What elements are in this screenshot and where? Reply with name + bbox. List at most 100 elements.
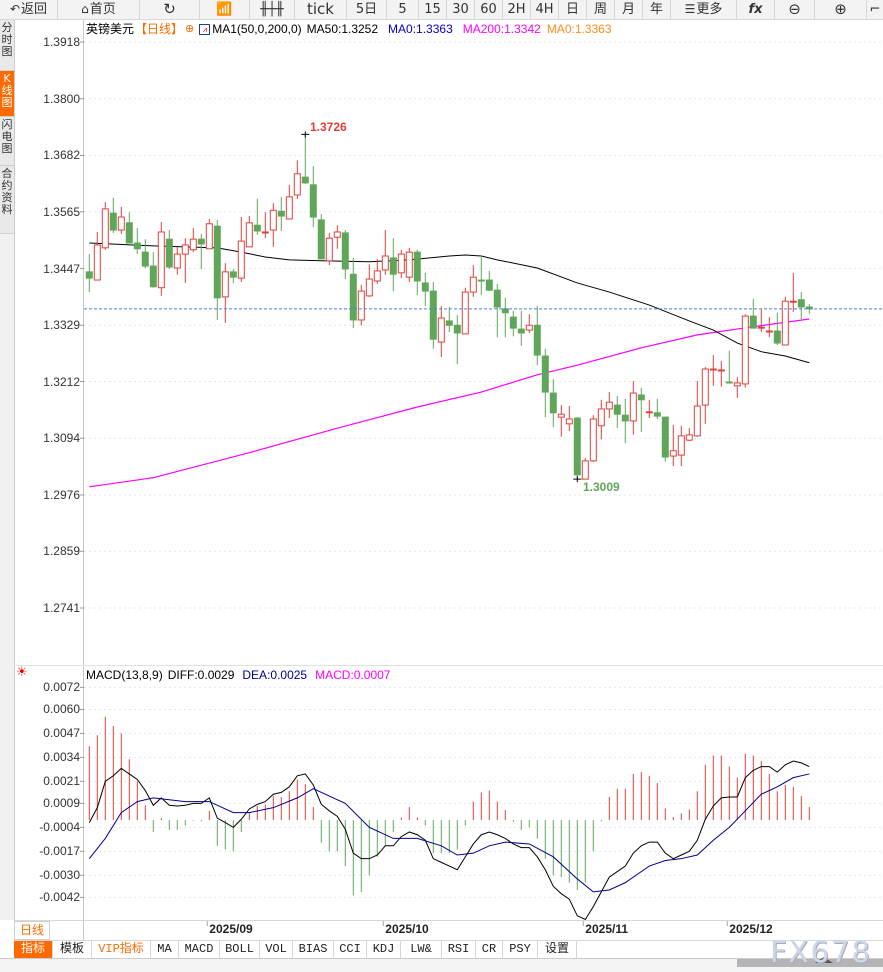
back-button[interactable]: ↶返回 bbox=[0, 0, 58, 19]
candle-down bbox=[509, 316, 517, 329]
candlestick-button[interactable]: ╫┼╫ bbox=[250, 0, 295, 19]
candle-up bbox=[365, 278, 373, 297]
ma50-line bbox=[89, 242, 810, 364]
indicator-tab[interactable]: 模板 bbox=[53, 941, 92, 958]
candle-down bbox=[749, 315, 757, 329]
macd-diff-value: DIFF:0.0029 bbox=[167, 668, 235, 682]
candle-down bbox=[621, 414, 629, 422]
candle-down bbox=[637, 394, 645, 401]
chart-legend: 英镑美元 【日线】 ⊕ ⩘ MA1(50,0,200,0) MA50:1.325… bbox=[86, 22, 612, 36]
candle-up bbox=[333, 231, 341, 238]
refresh-button[interactable]: ↻ bbox=[140, 0, 200, 19]
macd-settings-icon[interactable]: ☀ bbox=[16, 665, 28, 680]
indicator-tab[interactable]: MA bbox=[151, 941, 179, 958]
candle-up bbox=[525, 324, 533, 331]
line-chart-button[interactable]: 📶 bbox=[200, 0, 250, 19]
indicator-tab[interactable]: LW& bbox=[401, 941, 442, 958]
candle-down bbox=[301, 176, 309, 184]
candle-up bbox=[781, 300, 789, 346]
scroll-right-button[interactable]: ⌐ bbox=[867, 0, 883, 19]
candle-up bbox=[261, 231, 269, 234]
indicator-tab[interactable]: CR bbox=[476, 941, 503, 958]
period-4h[interactable]: 4H bbox=[531, 0, 559, 19]
more-button[interactable]: ☰更多 bbox=[671, 0, 737, 19]
tick-button[interactable]: tick bbox=[295, 0, 347, 19]
scrollbar-thumb[interactable] bbox=[737, 957, 883, 967]
candle-down bbox=[125, 222, 133, 244]
macd-tick-label: -0.0030 bbox=[39, 868, 80, 883]
indicator-tab[interactable]: VOL bbox=[260, 941, 293, 958]
indicator-tab[interactable]: CCI bbox=[334, 941, 367, 958]
ma0-value-orange: MA0:1.3363 bbox=[546, 22, 612, 36]
candle-up bbox=[565, 418, 573, 425]
ma-params: MA1(50,0,200,0) bbox=[212, 22, 302, 36]
candle-up bbox=[589, 418, 597, 462]
indicator-tab[interactable]: VIP指标 bbox=[92, 941, 151, 958]
candle-up bbox=[93, 244, 101, 281]
candle-up bbox=[357, 290, 365, 321]
macd-legend: MACD(13,8,9) DIFF:0.0029 DEA:0.0025 MACD… bbox=[86, 668, 390, 682]
settings-icon[interactable]: ⊕ bbox=[185, 23, 195, 35]
menu-icon: ☰ bbox=[684, 2, 696, 16]
candle-down bbox=[309, 184, 317, 218]
indicator-tab[interactable]: 指标 bbox=[14, 941, 53, 958]
period-year[interactable]: 年 bbox=[643, 0, 671, 19]
candle-up bbox=[717, 369, 725, 372]
indicator-tab[interactable]: MACD bbox=[179, 941, 220, 958]
horizontal-scrollbar[interactable] bbox=[0, 958, 883, 972]
candle-down bbox=[661, 416, 669, 458]
formula-button[interactable]: fx bbox=[737, 0, 775, 19]
period-30[interactable]: 30 bbox=[447, 0, 475, 19]
period-5[interactable]: 5 bbox=[387, 0, 419, 19]
candle-down bbox=[549, 392, 557, 414]
indicator-tab[interactable]: PSY bbox=[503, 941, 538, 958]
bar-chart-icon: 📶 bbox=[216, 2, 233, 17]
date-tick-label: 2025/10 bbox=[385, 922, 429, 936]
tab-flash-chart[interactable]: 闪电图 bbox=[0, 117, 14, 166]
price-tick-label: 1.2741 bbox=[43, 601, 80, 616]
zoom-in-button[interactable]: ⊕ bbox=[815, 0, 867, 19]
candle-up bbox=[293, 173, 301, 196]
candle-up bbox=[597, 408, 605, 427]
indicator-tab[interactable]: KDJ bbox=[367, 941, 401, 958]
candle-up bbox=[629, 392, 637, 422]
price-tick-label: 1.3212 bbox=[43, 374, 80, 389]
price-tick-label: 1.3447 bbox=[43, 261, 80, 276]
candle-up bbox=[693, 405, 701, 437]
period-15[interactable]: 15 bbox=[419, 0, 447, 19]
symbol-name: 英镑美元 bbox=[86, 22, 135, 36]
period-dropdown[interactable]: 日线 ▲ bbox=[14, 921, 50, 954]
ma200-value: MA200:1.3342 bbox=[462, 22, 541, 36]
price-tick-label: 1.3094 bbox=[43, 431, 80, 446]
tab-time-sharing[interactable]: 分时图 bbox=[0, 20, 14, 71]
macd-tick-label: -0.0042 bbox=[39, 890, 80, 905]
macd-tick-label: -0.0004 bbox=[39, 820, 80, 835]
period-month[interactable]: 月 bbox=[615, 0, 643, 19]
zoom-out-button[interactable]: ⊖ bbox=[775, 0, 815, 19]
candle-up bbox=[117, 216, 125, 231]
period-week[interactable]: 周 bbox=[587, 0, 615, 19]
ma-chart-icon[interactable]: ⩘ bbox=[199, 23, 211, 35]
candle-up bbox=[157, 231, 165, 289]
five-day-button[interactable]: 5日 bbox=[347, 0, 387, 19]
date-tick-label: 2025/09 bbox=[209, 922, 253, 936]
price-tick-label: 1.3800 bbox=[43, 91, 80, 106]
scroll-up-arrow-icon[interactable] bbox=[815, 957, 833, 963]
tab-contract-info[interactable]: 合约资料 bbox=[0, 166, 14, 234]
candle-down bbox=[421, 282, 429, 292]
indicator-tab[interactable]: BOLL bbox=[220, 941, 260, 958]
candle-up bbox=[181, 244, 189, 255]
indicator-tab[interactable]: BIAS bbox=[293, 941, 334, 958]
back-arrow-icon: ↶ bbox=[9, 2, 21, 16]
macd-tick-label: 0.0072 bbox=[43, 680, 80, 695]
period-2h[interactable]: 2H bbox=[503, 0, 531, 19]
indicator-tab[interactable]: RSI bbox=[442, 941, 476, 958]
indicator-tab[interactable]: 设置 bbox=[538, 941, 577, 958]
period-day[interactable]: 日 bbox=[559, 0, 587, 19]
home-button[interactable]: ⌂首页 bbox=[58, 0, 140, 19]
period-60[interactable]: 60 bbox=[475, 0, 503, 19]
candle-up bbox=[645, 411, 653, 414]
candle-up bbox=[733, 382, 741, 387]
